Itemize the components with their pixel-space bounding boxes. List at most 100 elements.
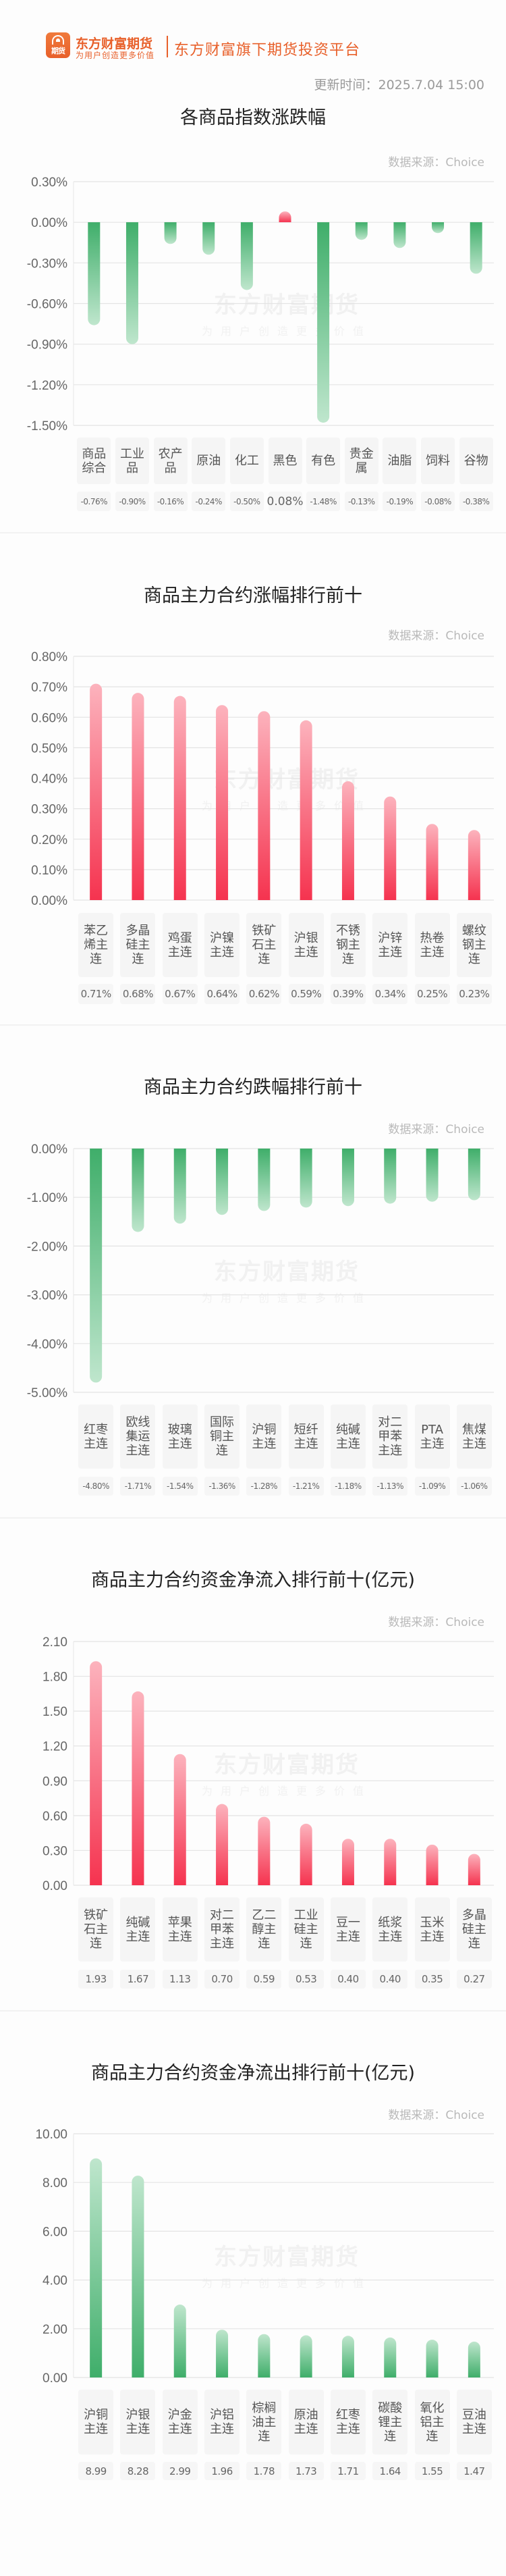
- brand-name: 东方财富期货: [76, 36, 153, 51]
- bar[interactable]: [341, 2336, 354, 2377]
- bar[interactable]: [164, 222, 177, 244]
- y-axis-tick-label: 0.30%: [31, 176, 67, 190]
- bar[interactable]: [173, 695, 186, 900]
- y-axis-tick-label: -0.60%: [27, 298, 67, 312]
- y-axis-tick-label: -3.00%: [27, 1289, 67, 1303]
- header-separator: [167, 36, 168, 57]
- bar-value-label: -0.13%: [344, 492, 378, 511]
- bar[interactable]: [240, 222, 253, 290]
- bar[interactable]: [393, 222, 406, 248]
- bar-value-label: -1.13%: [372, 1477, 408, 1496]
- bar[interactable]: [216, 1804, 229, 1885]
- bar[interactable]: [90, 1661, 103, 1885]
- y-axis-tick-label: 10.00: [35, 2128, 67, 2142]
- x-axis-category-label: 豆油主连: [456, 2390, 492, 2454]
- y-axis-tick-label: -1.00%: [27, 1191, 67, 1205]
- platform-tagline: 东方财富旗下期货投资平台: [174, 42, 361, 59]
- y-axis-tick-label: 2.00: [43, 2323, 67, 2337]
- bar[interactable]: [88, 222, 101, 325]
- x-axis-category-label: 苹果主连: [162, 1897, 198, 1962]
- bar[interactable]: [470, 222, 482, 274]
- bar[interactable]: [90, 1149, 103, 1383]
- data-source-label: 数据来源：Choice: [388, 1123, 484, 1136]
- bar-value-label: 0.40: [372, 1970, 408, 1989]
- bar[interactable]: [279, 211, 291, 223]
- bar[interactable]: [426, 824, 439, 900]
- bar[interactable]: [173, 1754, 186, 1885]
- y-axis-tick-label: 0.20%: [31, 833, 67, 847]
- bar[interactable]: [468, 1854, 480, 1885]
- section-divider: [0, 2010, 506, 2012]
- bar[interactable]: [173, 1149, 186, 1224]
- bar[interactable]: [317, 222, 330, 423]
- bar[interactable]: [341, 1149, 354, 1207]
- bar[interactable]: [90, 2158, 103, 2377]
- bar-chart-svg: 0.80% 0.70% 0.60% 0.50% 0.40% 0.30% 0.20% 0.10%…: [31, 650, 494, 908]
- bar[interactable]: [300, 1149, 312, 1208]
- update-time: 更新时间：2025.7.04 15:00: [314, 78, 485, 93]
- bar[interactable]: [432, 222, 445, 234]
- chart-title-index-change: 各商品指数涨跌幅: [180, 107, 326, 128]
- bar-value-label: 1.78: [246, 2462, 282, 2480]
- bar[interactable]: [173, 2305, 186, 2377]
- y-axis-tick-label: -0.30%: [27, 257, 67, 271]
- bar[interactable]: [355, 222, 368, 240]
- bar-value-label: 0.25%: [414, 984, 450, 1004]
- bar[interactable]: [132, 693, 144, 900]
- bar-chart-svg: 0.30% 0.00% -0.30% -0.60% -0.90% -1.20% -1.50%: [27, 176, 494, 433]
- bar-value-label: -1.18%: [330, 1477, 366, 1496]
- y-axis-tick-label: 1.50: [43, 1705, 67, 1719]
- bar[interactable]: [202, 222, 215, 255]
- bar-value-label: -4.80%: [78, 1477, 114, 1496]
- bar[interactable]: [426, 2340, 439, 2377]
- x-axis-category-label: 工业硅主连: [288, 1897, 324, 1962]
- bar[interactable]: [300, 720, 312, 900]
- data-source-label: 数据来源：Choice: [388, 629, 484, 643]
- bar[interactable]: [341, 781, 354, 900]
- bar-value-label: 0.68%: [120, 984, 156, 1004]
- bar[interactable]: [132, 1691, 144, 1885]
- bar[interactable]: [384, 2337, 397, 2377]
- bar[interactable]: [258, 711, 271, 900]
- x-axis-category-label: 乙二醇主连: [246, 1897, 282, 1962]
- bar[interactable]: [384, 796, 397, 900]
- bar[interactable]: [258, 1816, 271, 1885]
- bar[interactable]: [90, 683, 103, 900]
- bar[interactable]: [132, 1149, 144, 1232]
- bar[interactable]: [300, 2335, 312, 2377]
- bar-value-label: 0.67%: [162, 984, 198, 1004]
- bar-value-label: 8.99: [78, 2462, 114, 2480]
- y-axis-tick-label: 0.60: [43, 1810, 67, 1824]
- x-axis-category-label: 焦煤主连: [456, 1404, 492, 1469]
- x-axis-category-label: 工业品: [115, 438, 149, 484]
- bar[interactable]: [216, 705, 229, 900]
- section-divider: [0, 532, 506, 533]
- bar[interactable]: [468, 830, 480, 900]
- y-axis-tick-label: 2.10: [43, 1635, 67, 1650]
- bar[interactable]: [468, 2341, 480, 2377]
- bar[interactable]: [341, 1839, 354, 1885]
- bar-value-label: -0.19%: [383, 492, 417, 511]
- bar[interactable]: [216, 2330, 229, 2377]
- x-axis-category-label: 苯乙烯主连: [78, 913, 114, 977]
- bar-chart-svg: 10.00 8.00 6.00 4.00 2.00 0.00: [35, 2128, 494, 2386]
- bar[interactable]: [258, 1149, 271, 1211]
- bar[interactable]: [468, 1149, 480, 1201]
- bar[interactable]: [426, 1844, 439, 1885]
- x-axis-category-label: 原油: [192, 438, 226, 484]
- x-axis-category-label: 多晶硅主连: [456, 1897, 492, 1962]
- bar[interactable]: [426, 1149, 439, 1202]
- bar[interactable]: [384, 1839, 397, 1885]
- bar[interactable]: [258, 2334, 271, 2377]
- bar[interactable]: [216, 1149, 229, 1215]
- x-axis-category-label: 鸡蛋主连: [162, 913, 198, 977]
- x-axis-category-label: 螺纹钢主连: [456, 913, 492, 977]
- bar[interactable]: [132, 2176, 144, 2377]
- x-axis-category-label: 饲料: [421, 438, 455, 484]
- bar-chart-svg: 0.00% -1.00% -2.00% -3.00% -4.00% -5.00%: [27, 1142, 494, 1400]
- bar[interactable]: [125, 222, 138, 344]
- bar[interactable]: [384, 1149, 397, 1204]
- y-axis-tick-label: 4.00: [43, 2274, 67, 2288]
- bar-value-label: -1.36%: [204, 1477, 240, 1496]
- bar[interactable]: [300, 1823, 312, 1885]
